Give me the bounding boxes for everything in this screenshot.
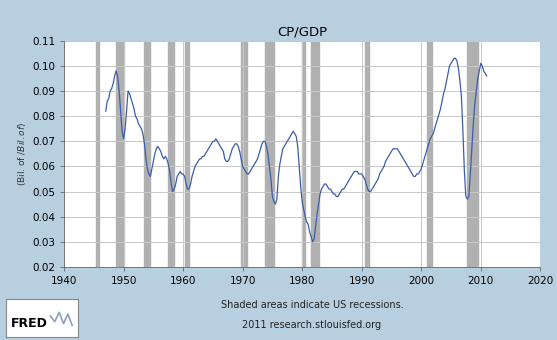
Bar bbox=[116, 41, 124, 267]
Bar bbox=[96, 41, 99, 267]
Bar bbox=[467, 41, 478, 267]
Bar bbox=[144, 41, 150, 267]
Text: Shaded areas indicate US recessions.: Shaded areas indicate US recessions. bbox=[221, 300, 403, 310]
Bar bbox=[168, 41, 174, 267]
Bar bbox=[427, 41, 432, 267]
Bar bbox=[311, 41, 319, 267]
Bar bbox=[365, 41, 369, 267]
Bar bbox=[265, 41, 274, 267]
Bar bbox=[302, 41, 305, 267]
Bar bbox=[241, 41, 247, 267]
Text: FRED: FRED bbox=[11, 317, 48, 330]
Title: CP/GDP: CP/GDP bbox=[277, 25, 327, 38]
Text: 2011 research.stlouisfed.org: 2011 research.stlouisfed.org bbox=[242, 320, 382, 330]
Y-axis label: (Bil. of $/Bil. of $): (Bil. of $/Bil. of $) bbox=[16, 122, 28, 186]
Bar bbox=[184, 41, 189, 267]
